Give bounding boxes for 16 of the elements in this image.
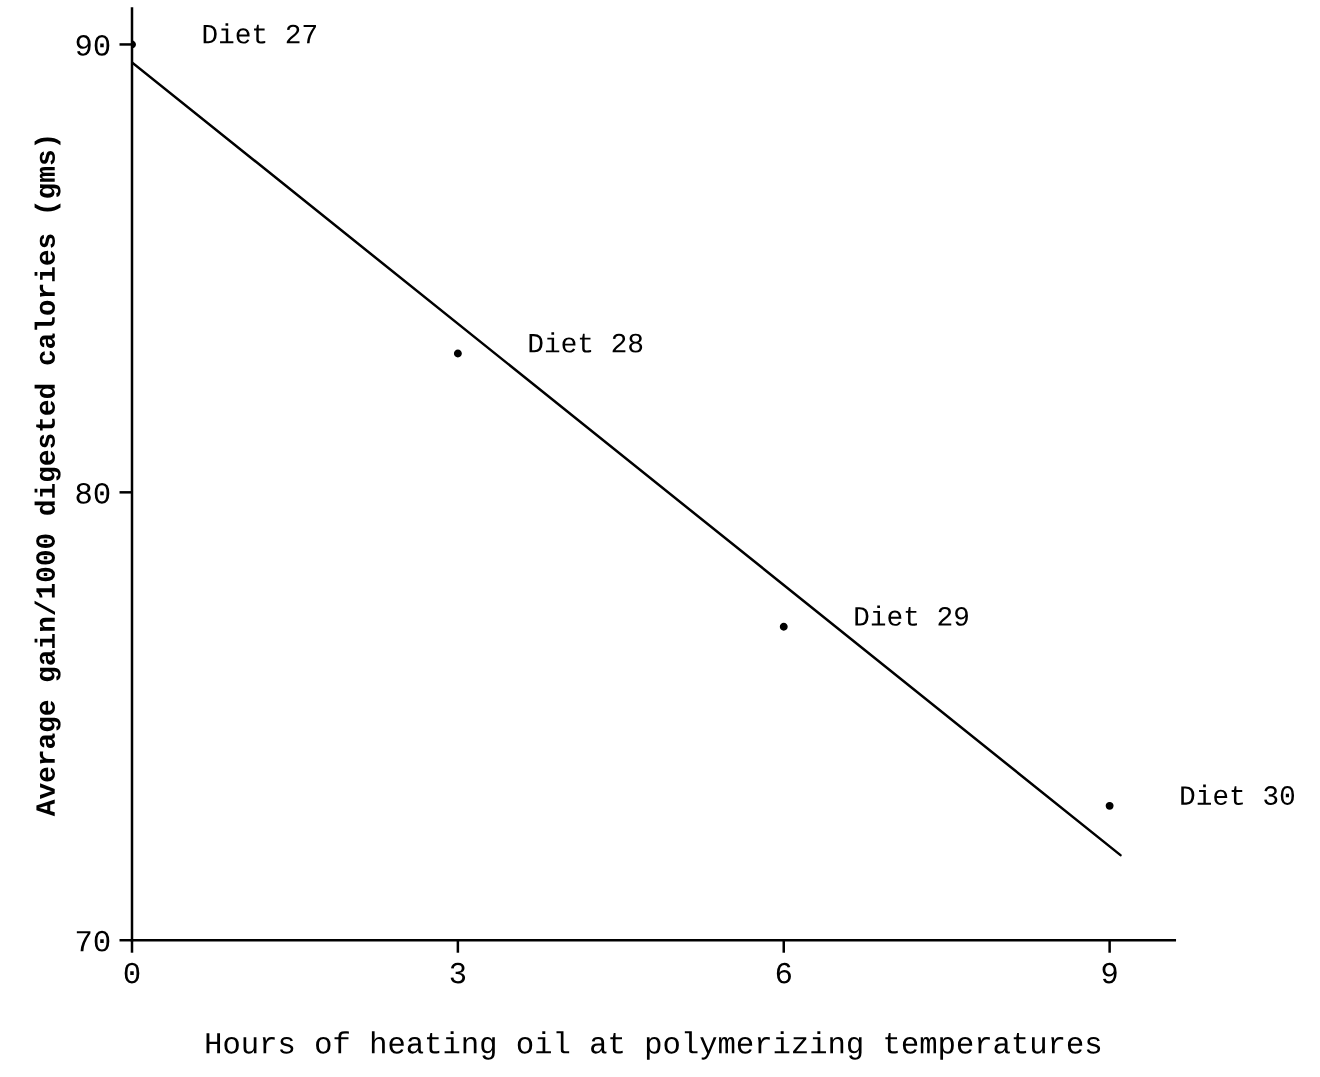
point	[779, 622, 788, 631]
annotation: Diet 30	[1181, 784, 1295, 805]
x-tick-label: 9	[1102, 962, 1117, 984]
x-tick-label: 6	[776, 962, 791, 984]
annotation: Diet 28	[529, 332, 643, 353]
y-tick-label: 70	[76, 930, 110, 952]
y-tick-label: 90	[76, 35, 110, 56]
point	[453, 349, 462, 358]
y-tick-label: 80	[76, 482, 110, 504]
y-axis-title: Average gain/1000 digested calories (gms)	[34, 137, 61, 817]
x-tick-label: 3	[450, 962, 466, 984]
x-axis-title: Hours of heating oil at polymerizing temperatures	[206, 1031, 1101, 1060]
point	[1105, 801, 1114, 810]
x-tick-label: 0	[124, 962, 140, 984]
annotation: Diet 29	[855, 605, 968, 626]
annotation: Diet 27	[203, 23, 316, 44]
